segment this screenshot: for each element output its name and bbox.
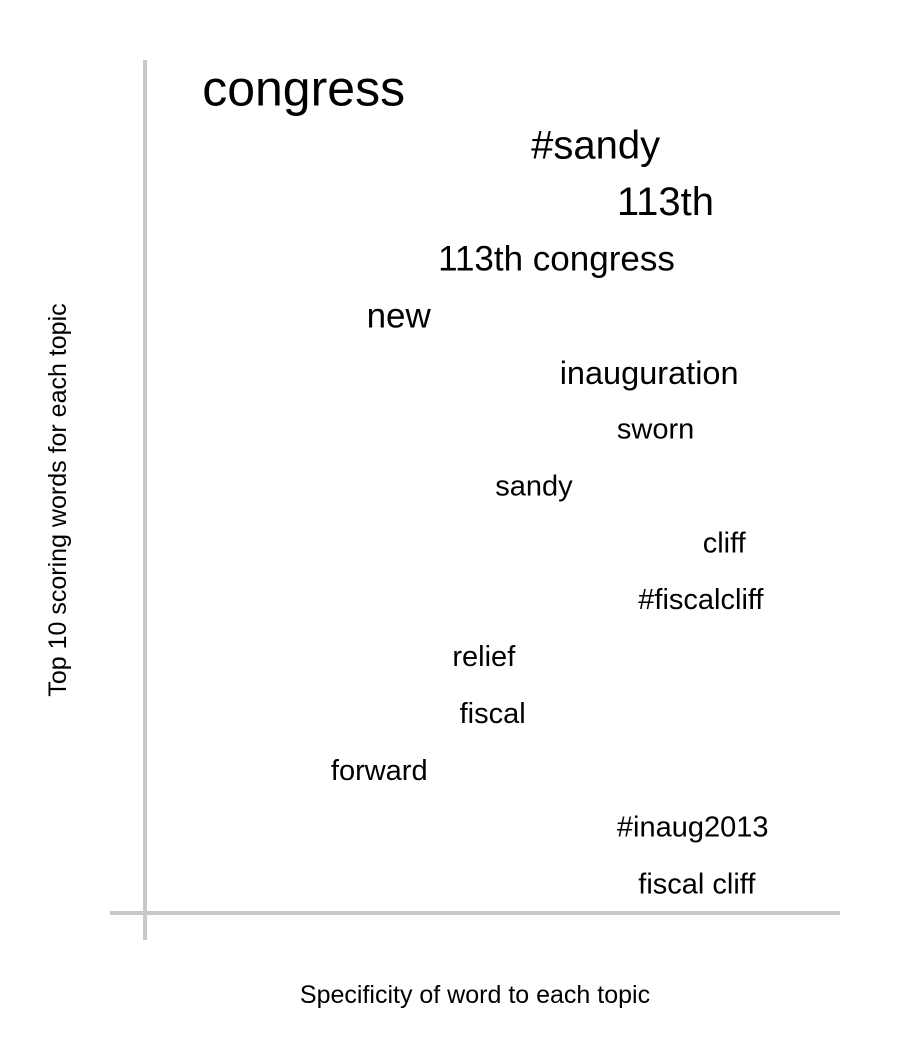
word-mark: #inaug2013 [617, 812, 769, 844]
word-mark: 113th congress [438, 240, 675, 279]
word-mark: #fiscalcliff [638, 584, 764, 616]
word-mark: cliff [703, 527, 747, 559]
word-mark: fiscal [460, 698, 526, 730]
word-mark: inauguration [560, 355, 739, 391]
y-axis-label: Top 10 scoring words for each topic [44, 303, 72, 696]
word-mark: sandy [495, 471, 573, 503]
word-mark: #sandy [531, 123, 660, 167]
word-mark: relief [452, 641, 516, 673]
word-mark: congress [202, 60, 405, 116]
x-axis-label: Specificity of word to each topic [300, 981, 650, 1009]
word-mark: new [367, 296, 432, 335]
word-mark: forward [331, 755, 428, 787]
word-mark: fiscal cliff [638, 869, 756, 901]
word-mark: sworn [617, 414, 694, 446]
word-mark: 113th [617, 180, 714, 224]
